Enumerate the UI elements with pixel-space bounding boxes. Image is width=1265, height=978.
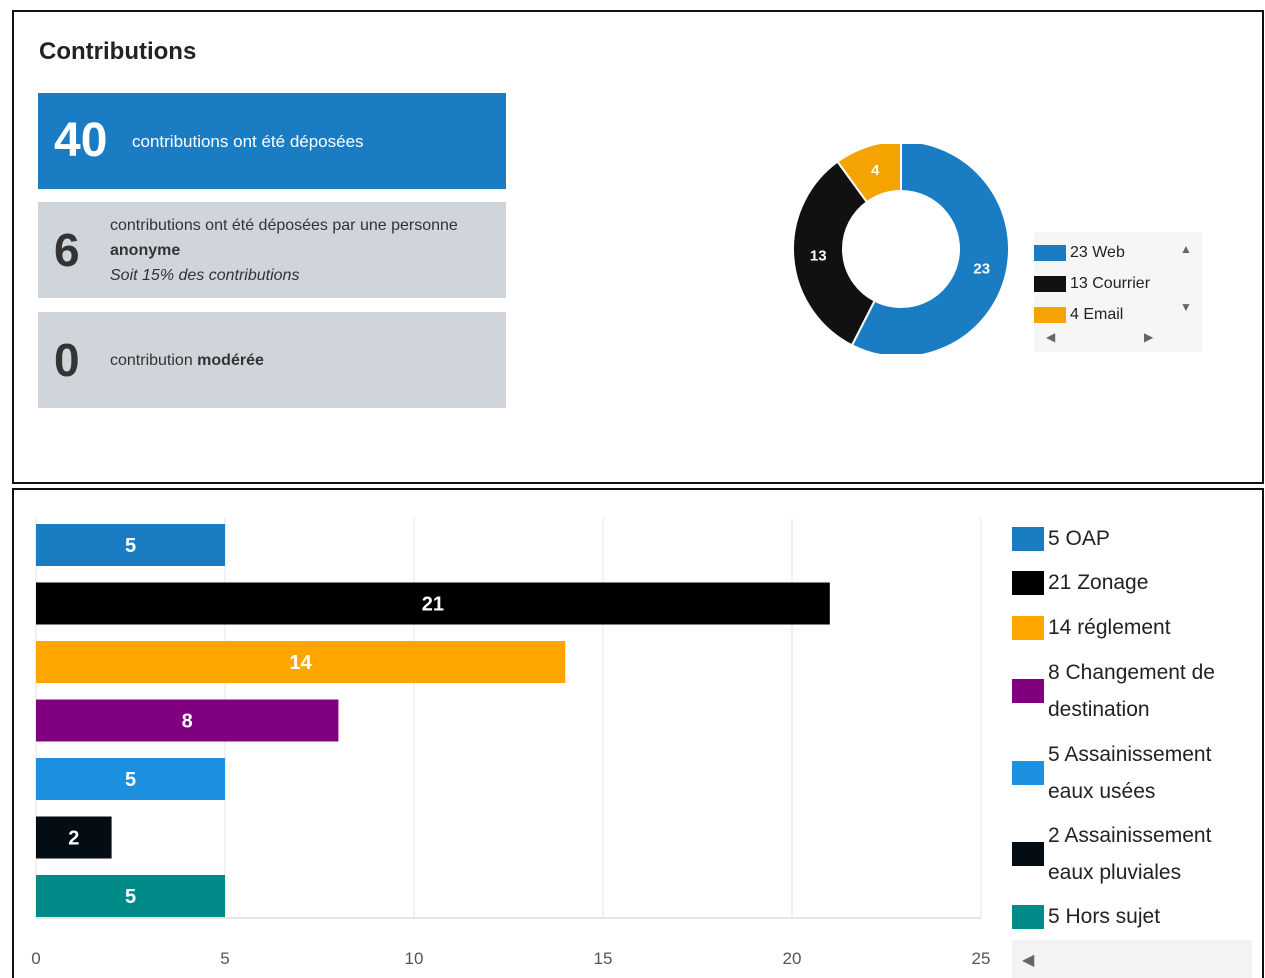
bar-4[interactable] <box>36 699 339 742</box>
legend-swatch <box>1012 570 1044 595</box>
bar-value-label: 8 <box>182 711 193 733</box>
legend-label: 8 Changement de destination <box>1048 661 1215 721</box>
topics-panel: 0 5 10 15 20 25 5 21 14 8 5 2 5 5 OAP 21 Zonage 14 rég… <box>12 488 1264 978</box>
legend-label: 5 Assainissement eaux usées <box>1048 743 1212 803</box>
legend-swatch <box>1034 307 1066 323</box>
bar-6[interactable] <box>36 816 112 859</box>
anonymous-label-prefix: contributions ont été déposées par une p… <box>110 216 458 234</box>
bar-legend-item[interactable]: 8 Changement de destination <box>1012 654 1238 728</box>
legend-label: 4 Email <box>1070 306 1124 323</box>
bar-3[interactable] <box>36 641 566 683</box>
x-tick-label: 20 <box>783 949 802 968</box>
legend-next-icon[interactable]: ▶ <box>1144 330 1154 344</box>
donut-slice-label: 4 <box>871 162 880 179</box>
legend-swatch <box>1012 842 1044 866</box>
x-tick-label: 10 <box>405 949 424 968</box>
bar-legend-item[interactable]: 2 Assainissement eaux pluviales <box>1012 817 1238 891</box>
anonymous-contributions-card: 6 contributions ont été déposées par une… <box>38 202 506 298</box>
x-tick-label: 5 <box>220 949 229 968</box>
moderated-count: 0 <box>54 334 80 386</box>
bar-legend-nav: ◀ <box>1012 940 1252 978</box>
legend-swatch <box>1034 245 1066 261</box>
legend-swatch <box>1012 526 1044 551</box>
x-tick-label: 15 <box>594 949 613 968</box>
bar-legend-item[interactable]: 5 OAP <box>1012 520 1238 557</box>
bar-value-label: 5 <box>125 535 136 557</box>
x-tick-label: 0 <box>31 949 40 968</box>
legend-scroll-up-icon[interactable]: ▲ <box>1180 242 1192 256</box>
bar-legend-item[interactable]: 14 réglement <box>1012 609 1238 646</box>
bar-7[interactable] <box>36 875 225 917</box>
donut-slice-courrier[interactable] <box>792 160 877 347</box>
x-tick-label: 25 <box>972 949 991 968</box>
moderated-label-bold: modérée <box>197 351 264 369</box>
legend-prev-icon[interactable]: ◀ <box>1046 330 1056 344</box>
donut-legend-item[interactable]: 4 Email <box>1034 304 1123 326</box>
legend-label: 5 OAP <box>1048 527 1110 550</box>
legend-prev-icon[interactable]: ◀ <box>1022 952 1035 969</box>
legend-label: 13 Courrier <box>1070 275 1151 292</box>
section-title: Contributions <box>39 38 197 65</box>
bar-legend-item[interactable]: 5 Hors sujet <box>1012 898 1238 935</box>
bar-5[interactable] <box>36 758 225 800</box>
anonymous-label-bold: anonyme <box>110 241 181 259</box>
legend-swatch <box>1012 761 1044 785</box>
donut-slice-web[interactable] <box>850 144 1010 354</box>
legend-label: 5 Hors sujet <box>1048 905 1161 928</box>
legend-swatch <box>1034 276 1066 292</box>
legend-swatch <box>1012 615 1044 640</box>
legend-label: 14 réglement <box>1048 616 1171 639</box>
bar-value-label: 14 <box>289 652 312 674</box>
moderated-label: contribution modérée <box>94 348 264 373</box>
donut-slice-label: 23 <box>973 260 990 277</box>
bar-value-label: 2 <box>68 828 79 850</box>
donut-legend-item[interactable]: 13 Courrier <box>1034 273 1150 295</box>
anonymous-note: Soit 15% des contributions <box>110 266 300 284</box>
bar-1[interactable] <box>36 524 225 566</box>
contributions-panel: Contributions 40 contributions ont été d… <box>12 10 1264 484</box>
donut-legend: ▲ ▼ ◀ ▶ 23 Web 13 Courrier 4 Email <box>1034 232 1202 352</box>
bar-value-label: 5 <box>125 886 136 908</box>
total-count: 40 <box>54 114 108 167</box>
legend-swatch <box>1012 679 1044 703</box>
anonymous-label: contributions ont été déposées par une p… <box>94 213 506 288</box>
source-donut-chart: 23 13 4 <box>792 144 1010 354</box>
legend-label: 23 Web <box>1070 244 1125 261</box>
total-label: contributions ont été déposées <box>132 131 364 151</box>
bar-value-label: 5 <box>125 769 136 791</box>
bar-legend-item[interactable]: 5 Assainissement eaux usées <box>1012 736 1238 810</box>
anonymous-count: 6 <box>54 224 80 276</box>
donut-slice-label: 13 <box>810 248 827 265</box>
bar-legend-item[interactable]: 21 Zonage <box>1012 564 1238 601</box>
donut-slice-email[interactable] <box>836 144 902 204</box>
total-contributions-card: 40 contributions ont été déposées <box>38 93 506 189</box>
moderated-contributions-card: 0 contribution modérée <box>38 312 506 408</box>
donut-legend-item[interactable]: 23 Web <box>1034 242 1125 264</box>
bar-value-label: 21 <box>422 594 444 616</box>
bar-2[interactable] <box>36 582 830 625</box>
moderated-label-prefix: contribution <box>110 351 193 369</box>
legend-label: 2 Assainissement eaux pluviales <box>1048 824 1212 884</box>
legend-scroll-down-icon[interactable]: ▼ <box>1180 300 1192 314</box>
legend-swatch <box>1012 904 1044 929</box>
legend-label: 21 Zonage <box>1048 571 1149 594</box>
